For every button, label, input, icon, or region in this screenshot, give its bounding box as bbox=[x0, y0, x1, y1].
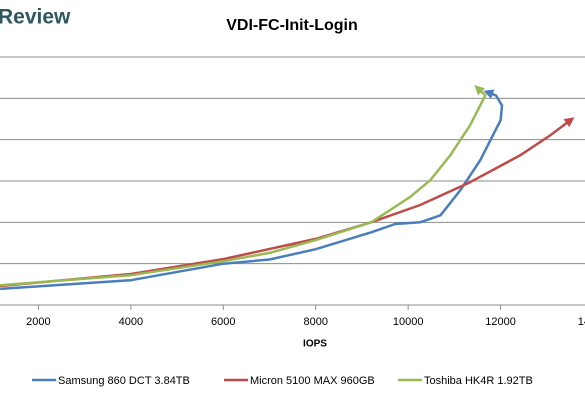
legend-label: Toshiba HK4R 1.92TB bbox=[424, 375, 533, 387]
chart-title: VDI-FC-Init-Login bbox=[226, 17, 358, 34]
x-axis-label: IOPS bbox=[303, 339, 327, 350]
x-tick-label: 8000 bbox=[303, 316, 327, 328]
series-line bbox=[0, 84, 487, 287]
brand: Review bbox=[0, 6, 71, 29]
series-line bbox=[0, 89, 504, 291]
x-tick-label: 12000 bbox=[485, 316, 516, 328]
x-tick-label: 6000 bbox=[211, 316, 235, 328]
x-tick-label: 2000 bbox=[26, 316, 50, 328]
legend-label: Micron 5100 MAX 960GB bbox=[250, 375, 375, 387]
x-tick-label: 4000 bbox=[119, 316, 143, 328]
x-tick-label: 14000 bbox=[578, 316, 585, 328]
x-tick-label: 10000 bbox=[393, 316, 424, 328]
legend-label: Samsung 860 DCT 3.84TB bbox=[58, 375, 190, 387]
series-line bbox=[0, 117, 575, 288]
